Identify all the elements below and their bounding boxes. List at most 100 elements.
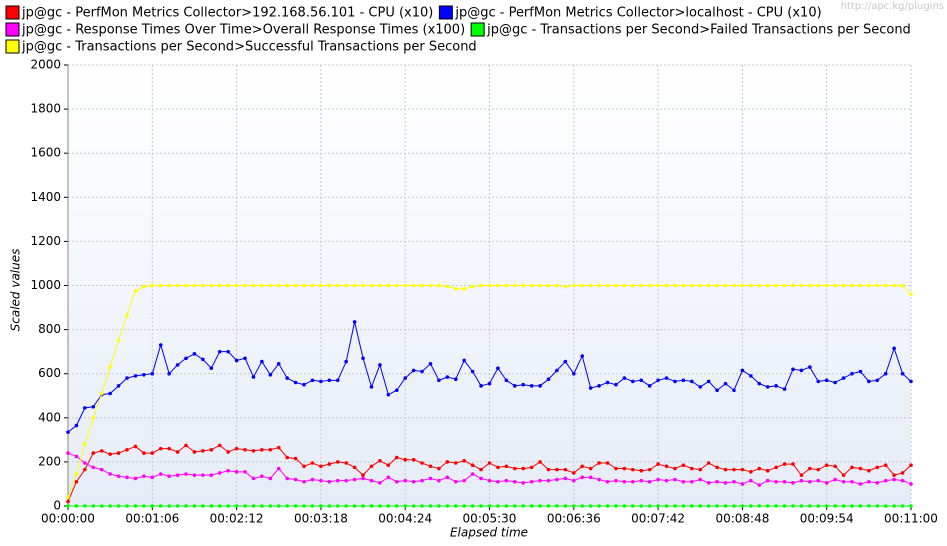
- data-point: [512, 479, 517, 484]
- data-point: [900, 471, 905, 475]
- data-point: [673, 477, 677, 482]
- data-point: [841, 479, 846, 484]
- data-point: [706, 481, 711, 485]
- data-point: [673, 379, 677, 384]
- data-point: [403, 376, 408, 380]
- data-point: [285, 455, 289, 460]
- data-point: [479, 283, 483, 288]
- data-point: [175, 473, 180, 477]
- data-point: [327, 504, 332, 508]
- data-point: [757, 504, 762, 508]
- data-point: [234, 283, 239, 288]
- data-point: [774, 504, 778, 508]
- data-point: [774, 283, 778, 288]
- data-point: [892, 346, 896, 351]
- data-point: [251, 375, 256, 379]
- data-point: [217, 443, 222, 448]
- data-point: [782, 387, 787, 391]
- data-point: [99, 391, 104, 396]
- data-point: [386, 283, 391, 288]
- data-point: [428, 464, 433, 469]
- data-point: [867, 504, 871, 508]
- data-point: [706, 283, 711, 288]
- data-point: [310, 283, 315, 288]
- data-point: [622, 504, 627, 508]
- data-point: [133, 476, 138, 481]
- data-point: [875, 378, 880, 383]
- data-point: [352, 477, 357, 482]
- data-point: [496, 283, 500, 288]
- data-point: [909, 292, 913, 297]
- data-point: [184, 504, 188, 508]
- data-point: [420, 283, 424, 288]
- x-tick-label: 00:04:24: [378, 512, 432, 526]
- data-point: [369, 504, 374, 508]
- data-point: [108, 452, 112, 456]
- data-point: [420, 461, 424, 465]
- x-tick-label: 00:00:00: [41, 512, 95, 526]
- data-point: [892, 477, 896, 482]
- data-point: [732, 283, 736, 288]
- data-point: [158, 283, 163, 288]
- data-point: [858, 369, 863, 374]
- data-point: [833, 464, 837, 469]
- data-point: [858, 283, 863, 288]
- data-point: [462, 287, 467, 291]
- data-point: [841, 283, 846, 288]
- data-point: [327, 283, 332, 288]
- data-point: [512, 384, 517, 388]
- x-tick-label: 00:07:42: [631, 512, 685, 526]
- data-point: [226, 349, 230, 354]
- data-point: [319, 478, 323, 483]
- data-point: [588, 466, 593, 471]
- data-point: [504, 378, 509, 383]
- data-point: [858, 482, 863, 486]
- data-point: [715, 479, 719, 484]
- data-point: [217, 504, 222, 508]
- data-point: [647, 504, 652, 508]
- data-point: [411, 368, 416, 373]
- data-point: [656, 462, 660, 466]
- data-point: [909, 482, 913, 486]
- data-point: [605, 504, 610, 508]
- data-point: [799, 283, 804, 288]
- x-tick-label: 00:09:54: [800, 512, 854, 526]
- data-point: [740, 504, 745, 508]
- data-point: [723, 467, 728, 472]
- data-point: [529, 465, 534, 470]
- data-point: [791, 504, 795, 508]
- data-point: [546, 283, 551, 288]
- data-point: [614, 478, 618, 483]
- data-point: [538, 283, 542, 288]
- data-point: [251, 449, 256, 453]
- data-point: [900, 283, 905, 288]
- x-tick-label: 00:01:06: [125, 512, 179, 526]
- legend-label: jp@gc - PerfMon Metrics Collector>localh…: [454, 6, 821, 21]
- data-point: [125, 475, 129, 480]
- data-point: [850, 283, 854, 288]
- data-point: [740, 467, 745, 472]
- data-point: [681, 463, 686, 468]
- data-point: [167, 371, 171, 376]
- watermark: http://apc.kg/plugins: [841, 1, 944, 12]
- data-point: [285, 476, 289, 481]
- data-point: [681, 504, 686, 508]
- data-point: [791, 283, 795, 288]
- data-point: [234, 446, 239, 451]
- data-point: [647, 479, 652, 484]
- data-point: [403, 457, 408, 462]
- data-point: [647, 283, 652, 288]
- data-point: [108, 472, 112, 476]
- data-point: [631, 504, 635, 508]
- data-point: [470, 504, 475, 508]
- data-point: [453, 479, 458, 484]
- data-point: [690, 283, 694, 288]
- data-point: [639, 468, 644, 473]
- data-point: [496, 465, 500, 470]
- data-point: [243, 447, 247, 452]
- data-point: [504, 504, 509, 508]
- data-point: [192, 473, 197, 477]
- data-point: [91, 504, 96, 508]
- data-point: [816, 504, 821, 508]
- data-point: [167, 446, 171, 451]
